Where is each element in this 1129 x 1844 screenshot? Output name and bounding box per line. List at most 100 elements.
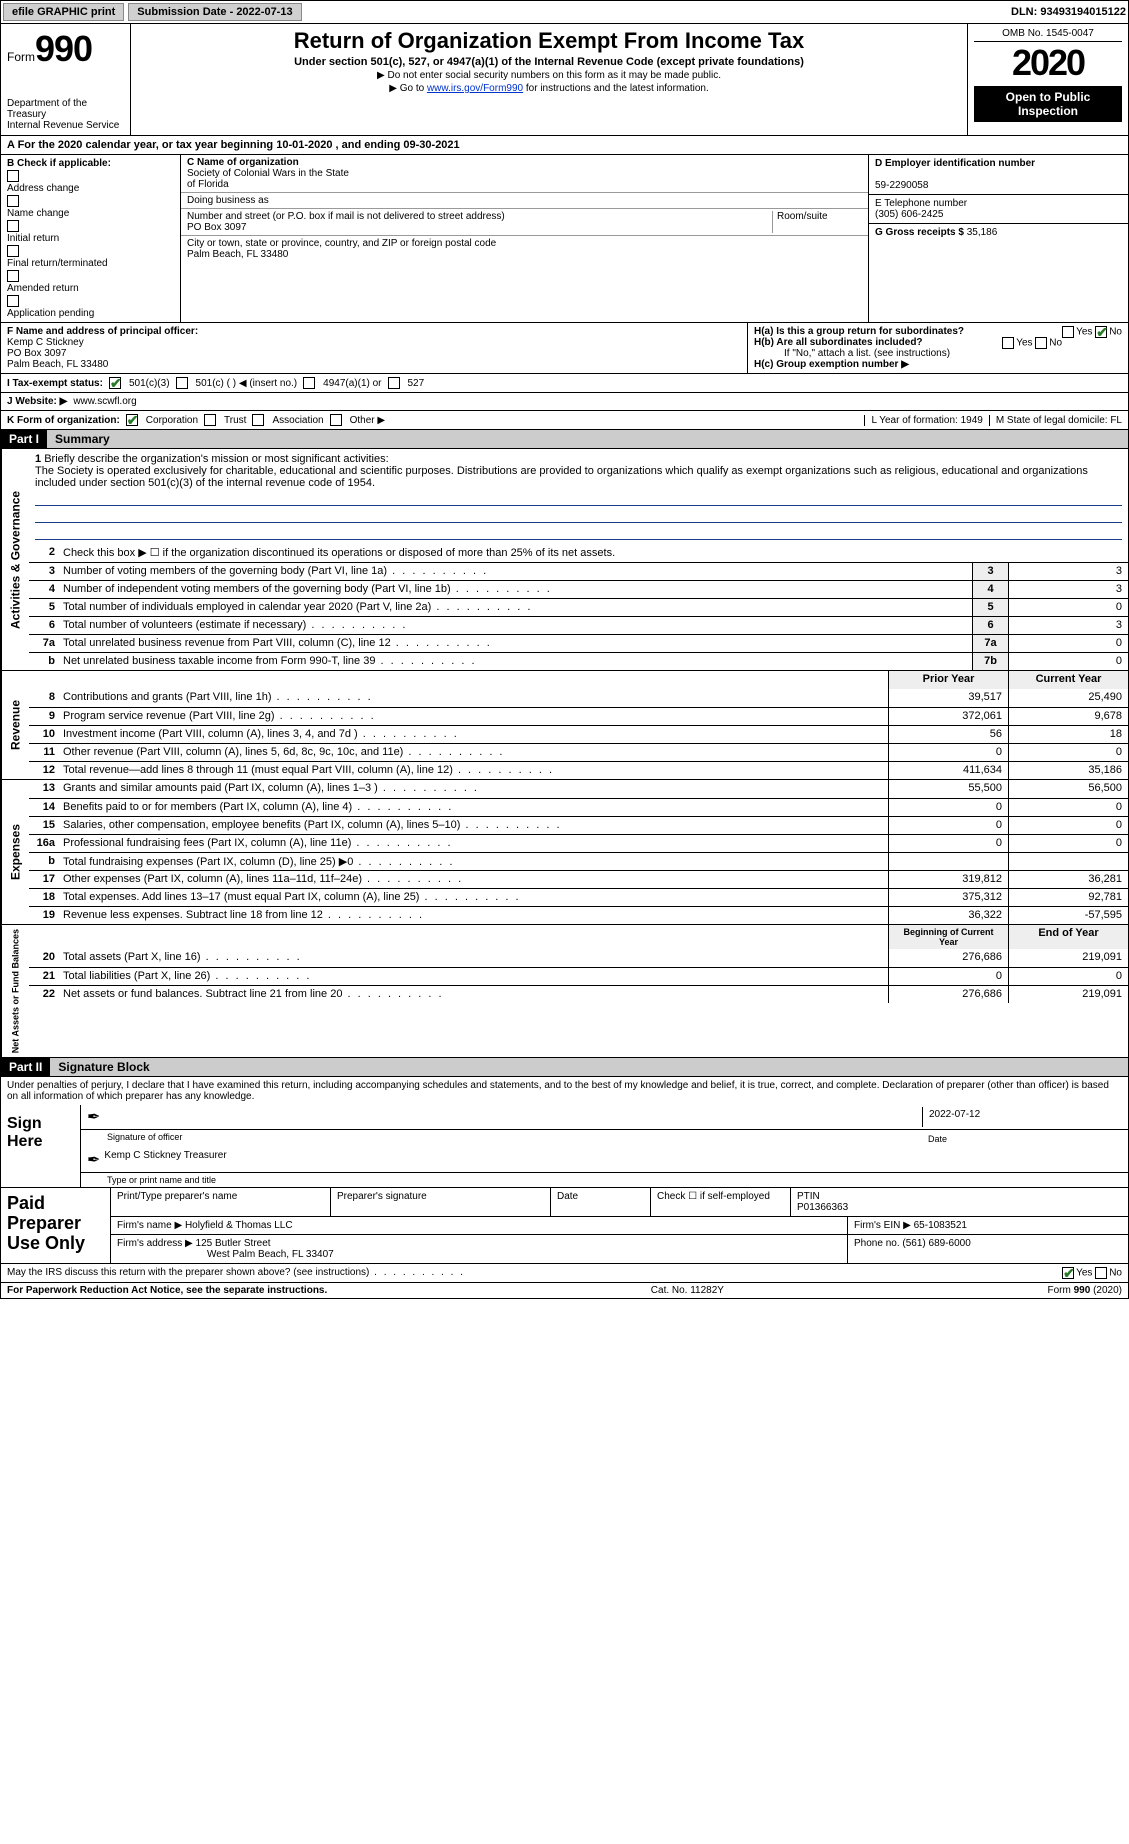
gov-row-7a: 7aTotal unrelated business revenue from … <box>29 634 1128 652</box>
check-address-change[interactable] <box>7 170 19 182</box>
row-j: J Website: ▶ www.scwfl.org <box>0 393 1129 411</box>
c-label: C Name of organization <box>187 157 299 168</box>
footer-left: For Paperwork Reduction Act Notice, see … <box>7 1285 327 1296</box>
efile-print-button[interactable]: efile GRAPHIC print <box>3 3 124 21</box>
city-value: Palm Beach, FL 33480 <box>187 249 288 260</box>
sig-date-label: Date <box>922 1132 1122 1146</box>
mission-label: Briefly describe the organization's miss… <box>44 453 388 465</box>
col-h: H(a) Is this a group return for subordin… <box>748 323 1128 373</box>
org-name-2: of Florida <box>187 179 229 190</box>
discuss-question: May the IRS discuss this return with the… <box>7 1267 369 1278</box>
entity-block: B Check if applicable: Address change Na… <box>0 155 1129 323</box>
k-opt-1: Trust <box>224 415 246 426</box>
form-title-cell: Return of Organization Exempt From Incom… <box>131 24 968 135</box>
check-initial-return[interactable] <box>7 220 19 232</box>
b-item-5: Application pending <box>7 308 94 319</box>
col-c: C Name of organization Society of Coloni… <box>181 155 868 322</box>
gov-row-b: bNet unrelated business taxable income f… <box>29 652 1128 670</box>
i-527-check[interactable] <box>388 377 400 389</box>
col-f: F Name and address of principal officer:… <box>1 323 748 373</box>
row-i: I Tax-exempt status: 501(c)(3) 501(c) ( … <box>0 374 1129 393</box>
part1-num: Part I <box>1 430 47 448</box>
hdr-current-year: Current Year <box>1008 671 1128 689</box>
i-501c3-check[interactable] <box>109 377 121 389</box>
net-row-20: 20Total assets (Part X, line 16)276,6862… <box>29 949 1128 967</box>
gov-row-3: 3Number of voting members of the governi… <box>29 562 1128 580</box>
dept-treasury: Department of the Treasury Internal Reve… <box>7 98 124 131</box>
firm-ein-label: Firm's EIN ▶ <box>854 1220 911 1231</box>
part1-header: Part I Summary <box>0 430 1129 449</box>
i-501c-check[interactable] <box>176 377 188 389</box>
i-opt-2: 4947(a)(1) or <box>323 378 381 389</box>
i-opt-0: 501(c)(3) <box>129 378 170 389</box>
page-footer: For Paperwork Reduction Act Notice, see … <box>0 1283 1129 1299</box>
hdr-end-year: End of Year <box>1008 925 1128 949</box>
mission-row: 1 Briefly describe the organization's mi… <box>29 449 1128 544</box>
part2-title: Signature Block <box>50 1058 1128 1076</box>
ha-yes-check[interactable] <box>1062 326 1074 338</box>
check-name-change[interactable] <box>7 195 19 207</box>
tax-year-begin: 10-01-2020 <box>276 139 332 151</box>
mission-num: 1 <box>35 453 41 465</box>
k-other-check[interactable] <box>330 414 342 426</box>
exp-row-16a: 16aProfessional fundraising fees (Part I… <box>29 834 1128 852</box>
footer-right: Form 990 (2020) <box>1048 1285 1122 1296</box>
hb-yes-check[interactable] <box>1002 337 1014 349</box>
b-title: B Check if applicable: <box>7 158 111 169</box>
vtab-expenses: Expenses <box>1 780 29 924</box>
k-opt-3: Other ▶ <box>350 415 385 426</box>
check-amended-return[interactable] <box>7 270 19 282</box>
firm-phone: (561) 689-6000 <box>902 1238 970 1249</box>
form-word: Form <box>7 50 35 64</box>
l-year-formation: L Year of formation: 1949 <box>864 415 982 426</box>
gov-row-2: 2Check this box ▶ ☐ if the organization … <box>29 544 1128 562</box>
dln-label: DLN: 93493194015122 <box>1011 6 1126 18</box>
section-revenue: Revenue Prior Year Current Year 8Contrib… <box>0 671 1129 780</box>
dba-label: Doing business as <box>187 195 269 206</box>
ha-no-check[interactable] <box>1095 326 1107 338</box>
rev-row-9: 9Program service revenue (Part VIII, lin… <box>29 707 1128 725</box>
exp-row-14: 14Benefits paid to or for members (Part … <box>29 798 1128 816</box>
ha-yes: Yes <box>1076 327 1092 338</box>
exp-row-15: 15Salaries, other compensation, employee… <box>29 816 1128 834</box>
phone-value: (305) 606-2425 <box>875 209 943 220</box>
i-4947-check[interactable] <box>303 377 315 389</box>
col-b-checkboxes: B Check if applicable: Address change Na… <box>1 155 181 322</box>
h-b-note: If "No," attach a list. (see instruction… <box>754 348 1122 359</box>
submission-date-button[interactable]: Submission Date - 2022-07-13 <box>128 3 301 21</box>
hdr-prior-year: Prior Year <box>888 671 1008 689</box>
part2-header: Part II Signature Block <box>0 1058 1129 1077</box>
m-state-domicile: M State of legal domicile: FL <box>989 415 1122 426</box>
mission-text: The Society is operated exclusively for … <box>35 465 1088 489</box>
goto-note: ▶ Go to www.irs.gov/Form990 for instruct… <box>137 83 961 94</box>
discuss-no-check[interactable] <box>1095 1267 1107 1279</box>
k-opt-2: Association <box>272 415 323 426</box>
irs-link[interactable]: www.irs.gov/Form990 <box>427 83 523 94</box>
efile-topbar: efile GRAPHIC print Submission Date - 20… <box>0 0 1129 24</box>
check-application-pending[interactable] <box>7 295 19 307</box>
k-assoc-check[interactable] <box>252 414 264 426</box>
check-final-return[interactable] <box>7 245 19 257</box>
discuss-yes-check[interactable] <box>1062 1267 1074 1279</box>
rev-row-11: 11Other revenue (Part VIII, column (A), … <box>29 743 1128 761</box>
omb-number: OMB No. 1545-0047 <box>974 28 1122 42</box>
h-b: H(b) Are all subordinates included? <box>754 337 923 348</box>
firm-addr1: 125 Butler Street <box>196 1238 271 1249</box>
hb-yes: Yes <box>1016 338 1032 349</box>
k-trust-check[interactable] <box>204 414 216 426</box>
firm-name: Holyfield & Thomas LLC <box>185 1220 293 1231</box>
goto-post: for instructions and the latest informat… <box>523 83 709 94</box>
hb-no: No <box>1049 338 1062 349</box>
discuss-no: No <box>1109 1268 1122 1279</box>
k-corp-check[interactable] <box>126 414 138 426</box>
form-number-cell: Form990 Department of the Treasury Inter… <box>1 24 131 135</box>
signature-block: Under penalties of perjury, I declare th… <box>0 1077 1129 1188</box>
discuss-yes: Yes <box>1076 1268 1092 1279</box>
firm-addr-label: Firm's address ▶ <box>117 1238 193 1249</box>
street-label: Number and street (or P.O. box if mail i… <box>187 211 505 222</box>
vtab-net-assets: Net Assets or Fund Balances <box>1 925 29 1057</box>
form-header: Form990 Department of the Treasury Inter… <box>0 24 1129 136</box>
hb-no-check[interactable] <box>1035 337 1047 349</box>
exp-row-19: 19Revenue less expenses. Subtract line 1… <box>29 906 1128 924</box>
tax-year: 2020 <box>974 42 1122 84</box>
